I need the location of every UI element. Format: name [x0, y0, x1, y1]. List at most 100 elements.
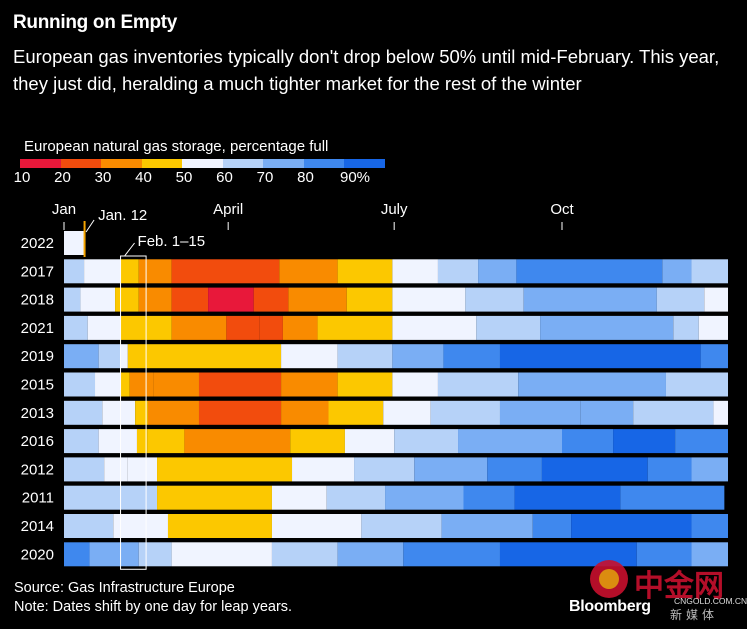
storage-cell: [138, 542, 172, 567]
storage-cell: [64, 400, 103, 425]
storage-cell: [271, 485, 327, 510]
storage-cell: [478, 259, 517, 284]
storage-cell: [87, 315, 121, 340]
storage-cell: [665, 372, 728, 397]
legend-tick-label: 50: [175, 169, 193, 186]
year-label: 2020: [21, 546, 54, 563]
storage-cell: [64, 429, 99, 454]
legend-swatch: [263, 159, 304, 168]
storage-cell: [120, 259, 139, 284]
storage-cell: [662, 259, 692, 284]
source-note: Source: Gas Infrastructure Europe: [14, 580, 235, 596]
storage-cell: [514, 485, 621, 510]
feb-leader-line: [124, 242, 135, 257]
storage-cell: [392, 372, 438, 397]
legend-tick-label: 70: [256, 169, 274, 186]
storage-cell: [392, 315, 477, 340]
storage-cell: [157, 457, 293, 482]
storage-cell: [523, 287, 657, 312]
storage-cell: [673, 315, 699, 340]
storage-cell: [64, 315, 88, 340]
year-label: 2013: [21, 405, 54, 422]
storage-cell: [441, 514, 533, 538]
storage-cell: [385, 485, 464, 510]
storage-cell: [98, 344, 121, 369]
storage-cell: [279, 259, 338, 284]
color-legend-bar: [20, 159, 385, 168]
storage-cell: [713, 400, 728, 425]
legend-tick-label: 60: [216, 169, 233, 186]
year-label: 2018: [21, 292, 54, 309]
storage-cell: [167, 514, 272, 538]
storage-cell: [98, 429, 137, 454]
storage-cell: [292, 457, 355, 482]
storage-cell: [704, 287, 728, 312]
year-label: 2019: [21, 348, 54, 365]
storage-cell: [337, 259, 393, 284]
storage-cell: [138, 259, 172, 284]
annotation-label: Jan. 12: [98, 207, 147, 224]
storage-cell: [84, 259, 121, 284]
storage-cell: [129, 372, 154, 397]
feb-window-box: [120, 255, 147, 570]
storage-cell: [691, 457, 728, 482]
storage-cell: [691, 259, 728, 284]
year-label: 2015: [21, 377, 54, 394]
storage-cell: [414, 457, 488, 482]
storage-cell: [383, 400, 431, 425]
year-label: 2014: [21, 518, 54, 535]
storage-cell: [337, 344, 393, 369]
storage-cell: [675, 429, 728, 454]
storage-cell: [403, 542, 500, 567]
storage-cell: [518, 372, 666, 397]
storage-cell: [281, 372, 338, 397]
storage-cell: [271, 542, 338, 567]
legend-title: European natural gas storage, percentage…: [24, 138, 329, 155]
legend-swatch: [344, 159, 385, 168]
storage-cell: [392, 344, 444, 369]
annotation-label: Feb. 1–15: [138, 233, 206, 250]
storage-cell: [64, 457, 105, 482]
legend-tick-label: 90%: [339, 169, 371, 186]
bloomberg-logo: Bloomberg: [569, 598, 651, 615]
storage-cell: [95, 372, 121, 397]
watermark-url: CNGOLD.COM.CN: [674, 596, 747, 606]
storage-cell: [281, 344, 338, 369]
storage-cell: [346, 287, 393, 312]
storage-cell: [259, 315, 283, 340]
watermark-subtitle: 新媒体: [670, 608, 719, 622]
storage-cell: [326, 485, 386, 510]
storage-cell: [64, 231, 85, 255]
storage-cell: [64, 287, 81, 312]
cngold-logo-icon: [590, 560, 628, 598]
year-label: 2022: [21, 235, 54, 252]
storage-cell: [636, 542, 692, 567]
year-label: 2012: [21, 461, 54, 478]
storage-cell: [392, 259, 438, 284]
legend-tick-label: 40: [135, 169, 152, 186]
storage-cell: [532, 514, 572, 538]
storage-cell: [136, 429, 148, 454]
storage-cell: [253, 287, 289, 312]
storage-cell: [171, 542, 272, 567]
storage-cell: [656, 287, 705, 312]
storage-cell: [463, 485, 515, 510]
storage-cell: [499, 400, 581, 425]
storage-cell: [282, 315, 318, 340]
storage-cell: [127, 344, 282, 369]
footnote: Note: Dates shift by one day for leap ye…: [14, 599, 293, 615]
year-label: 2021: [21, 320, 54, 337]
storage-cell: [620, 485, 725, 510]
storage-cell: [458, 429, 562, 454]
legend-tick-label: 10: [13, 169, 31, 186]
storage-cell: [135, 400, 148, 425]
storage-cell: [541, 457, 648, 482]
storage-cell: [80, 287, 116, 312]
storage-cell: [64, 485, 158, 510]
storage-cell: [102, 400, 136, 425]
storage-cell: [157, 485, 272, 510]
storage-cell: [138, 287, 172, 312]
watermark-text: 中金网: [634, 570, 724, 603]
legend-tick-label: 80: [297, 169, 314, 186]
storage-cell: [328, 400, 384, 425]
